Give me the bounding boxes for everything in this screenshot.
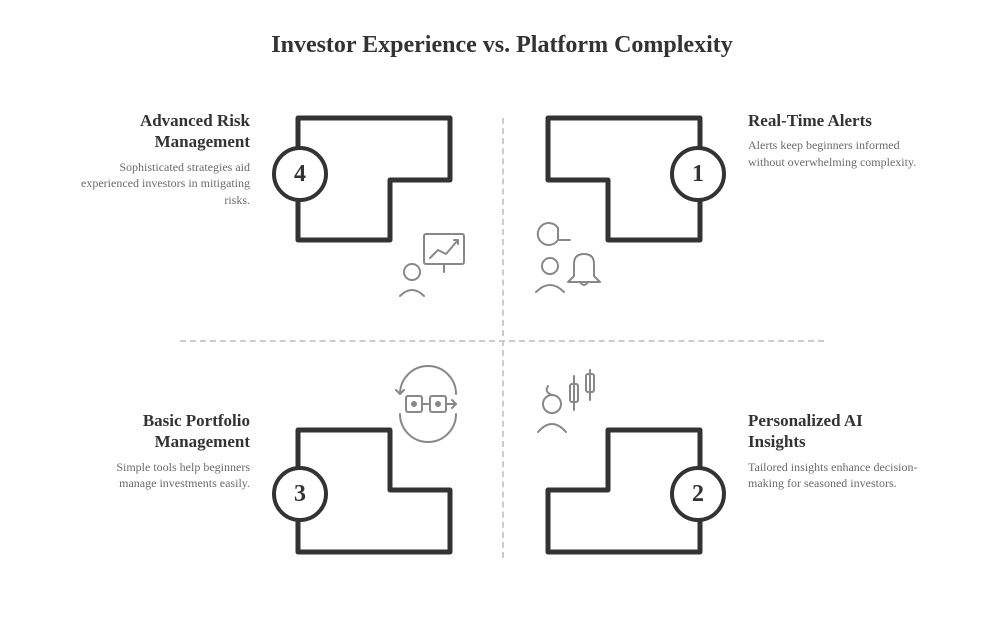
number-circle: 4 [272,146,328,202]
number-circle: 3 [272,466,328,522]
quadrant-title: Advanced Risk Management [80,110,250,153]
quadrant-desc: Simple tools help beginners manage inves… [80,459,250,493]
number-circle: 1 [670,146,726,202]
quadrant-title: Real-Time Alerts [748,110,918,131]
flow-blocks-icon [388,364,468,444]
quadrant-text: Basic Portfolio Management Simple tools … [80,370,250,560]
quadrant-bottom-left: Basic Portfolio Management Simple tools … [80,370,458,560]
quadrant-top-left: Advanced Risk Management Sophisticated s… [80,110,458,300]
bracket: 1 [540,110,730,300]
quadrant-desc: Sophisticated strategies aid experienced… [80,159,250,209]
person-pie-bell-icon [530,220,610,300]
bracket: 4 [268,110,458,300]
person-chart-icon [388,220,468,300]
quadrant-text: Personalized AI Insights Tailored insigh… [748,370,918,560]
bracket: 3 [268,370,458,560]
person-candlesticks-icon [530,364,610,444]
quadrant-bottom-right: 2 Personalized AI Insights Tailored insi… [540,370,918,560]
vertical-divider [502,118,504,558]
bracket: 2 [540,370,730,560]
quadrant-desc: Tailored insights enhance decision-makin… [748,459,918,493]
number-circle: 2 [670,466,726,522]
quadrant-top-right: 1 Real-Time Alerts Alerts keep beginners… [540,110,918,300]
quadrant-title: Basic Portfolio Management [80,410,250,453]
page-title: Investor Experience vs. Platform Complex… [0,32,1004,59]
quadrant-title: Personalized AI Insights [748,410,918,453]
horizontal-divider [180,340,824,342]
quadrant-text: Advanced Risk Management Sophisticated s… [80,110,250,300]
quadrant-desc: Alerts keep beginners informed without o… [748,137,918,171]
quadrant-text: Real-Time Alerts Alerts keep beginners i… [748,110,918,300]
